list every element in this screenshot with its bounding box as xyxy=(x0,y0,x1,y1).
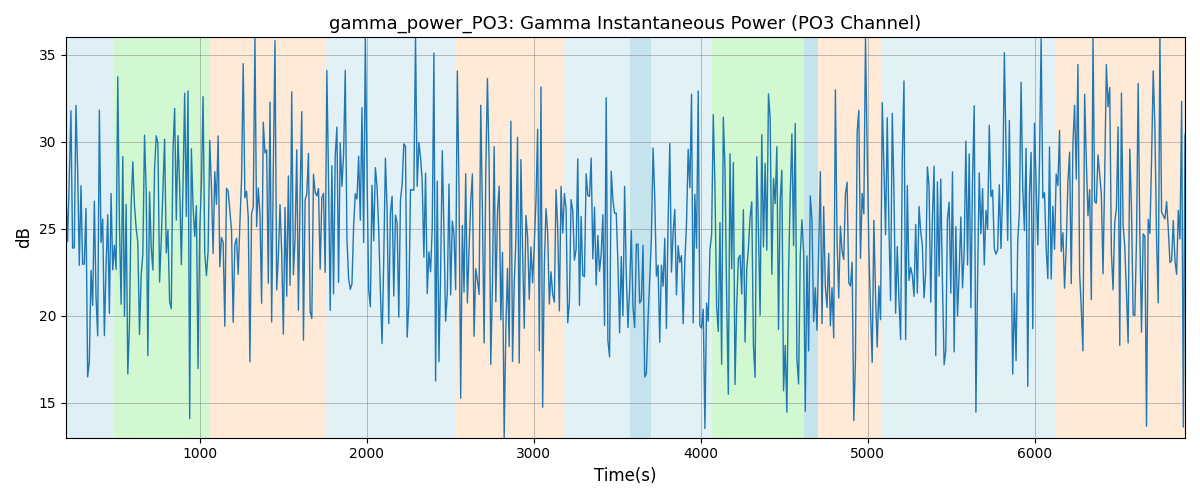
Bar xyxy=(713,38,804,438)
Bar xyxy=(998,38,1056,438)
Bar xyxy=(325,38,455,438)
Bar xyxy=(1056,38,1186,438)
Bar xyxy=(881,38,998,438)
Bar xyxy=(804,38,817,438)
Title: gamma_power_PO3: Gamma Instantaneous Power (PO3 Channel): gamma_power_PO3: Gamma Instantaneous Pow… xyxy=(329,15,922,34)
Bar xyxy=(66,38,114,438)
Bar xyxy=(630,38,650,438)
Bar xyxy=(650,38,713,438)
Bar xyxy=(114,38,210,438)
Bar xyxy=(817,38,881,438)
Y-axis label: dB: dB xyxy=(16,226,34,248)
Bar xyxy=(564,38,630,438)
Bar xyxy=(210,38,325,438)
Bar xyxy=(455,38,564,438)
X-axis label: Time(s): Time(s) xyxy=(594,467,656,485)
